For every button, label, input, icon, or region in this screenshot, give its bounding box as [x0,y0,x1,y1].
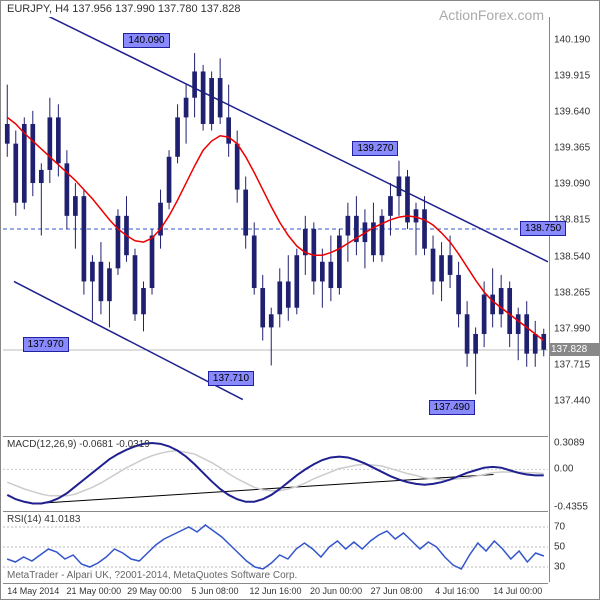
price-annotation: 137.970 [23,337,69,352]
price-annotation: 139.270 [352,141,398,156]
rsi-label: RSI(14) 41.0183 [7,514,80,525]
macd-axis: 0.30890.00-0.4355 [549,437,599,512]
ohlc-values: 137.956 137.990 137.780 137.828 [72,3,240,15]
forex-chart: EURJPY, H4 137.956 137.990 137.780 137.8… [0,0,600,600]
chart-header: EURJPY, H4 137.956 137.990 137.780 137.8… [7,3,240,15]
price-panel[interactable] [3,17,548,437]
current-price-marker: 137.828 [549,343,599,356]
price-annotation: 137.490 [429,400,475,415]
symbol-label: EURJPY, H4 [7,3,69,15]
macd-label: MACD(12,26,9) -0.0681 -0.0319 [7,439,150,450]
time-axis: 14 May 201421 May 00:0029 May 00:005 Jun… [3,583,548,599]
price-annotation: 138.750 [520,221,566,236]
price-annotation: 137.710 [208,371,254,386]
macd-panel[interactable]: MACD(12,26,9) -0.0681 -0.0319 [3,437,548,512]
footer-text: MetaTrader - Alpari UK, ?2001-2014, Meta… [7,570,297,581]
price-annotation: 140.090 [123,33,169,48]
rsi-axis: 305070 [549,512,599,582]
